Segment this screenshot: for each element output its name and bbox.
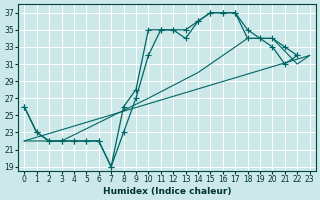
- X-axis label: Humidex (Indice chaleur): Humidex (Indice chaleur): [103, 187, 231, 196]
